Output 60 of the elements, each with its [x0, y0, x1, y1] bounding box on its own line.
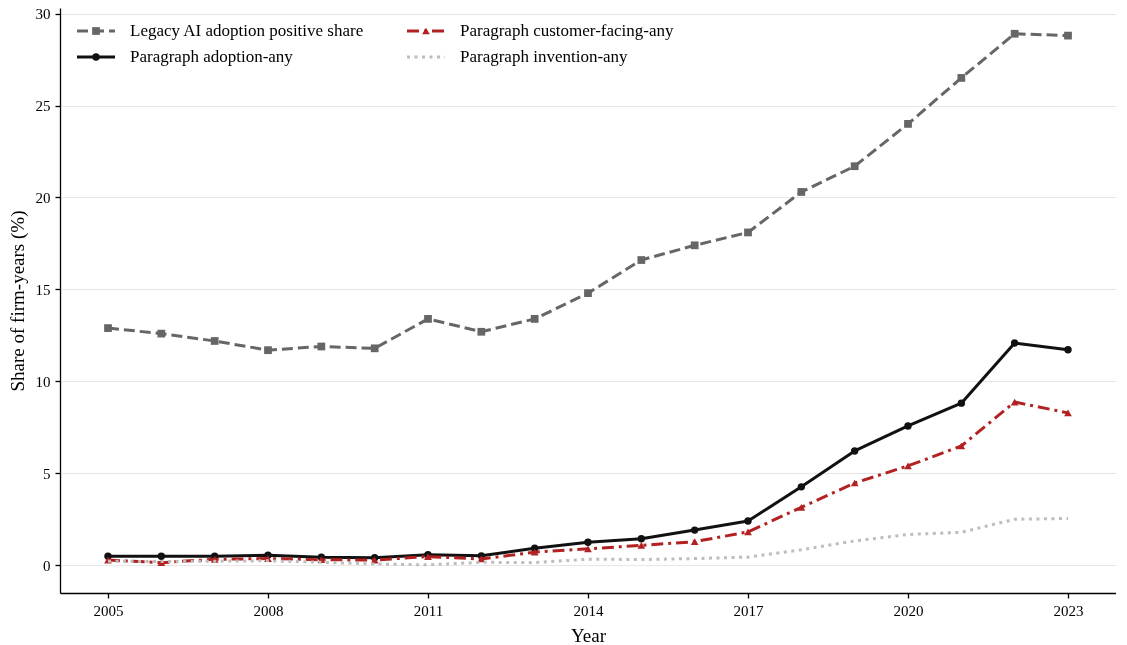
x-axis-title: Year [570, 624, 607, 645]
x-tick-label: 2005 [93, 602, 124, 619]
point [317, 342, 326, 351]
point [797, 188, 806, 196]
point [637, 535, 646, 543]
point [797, 483, 806, 491]
point [904, 422, 912, 430]
legend-label: Paragraph invention-any [460, 47, 629, 66]
point [1064, 346, 1072, 354]
y-tick-label: 0 [43, 557, 51, 574]
legend-label: Paragraph adoption-any [130, 47, 294, 66]
point [850, 162, 859, 171]
point [157, 329, 166, 338]
y-tick-label: 20 [35, 189, 51, 206]
point [210, 337, 219, 345]
point [157, 552, 166, 560]
point [904, 462, 912, 470]
y-tick-label: 15 [35, 281, 51, 298]
point [744, 228, 752, 237]
point [104, 324, 112, 332]
point [690, 538, 699, 546]
y-tick-label: 30 [35, 6, 51, 23]
legend-label: Legacy AI adoption positive share [130, 21, 364, 40]
point [584, 545, 592, 553]
point [530, 548, 539, 556]
point [104, 552, 112, 560]
point [957, 399, 966, 407]
point [424, 315, 432, 323]
point [1010, 29, 1019, 38]
point [1064, 409, 1072, 417]
point [637, 542, 646, 549]
y-axis-title: Share of firm-years (%) [6, 210, 29, 392]
point [584, 289, 592, 298]
point [477, 327, 486, 336]
point [957, 74, 966, 82]
x-tick-label: 2023 [1053, 602, 1084, 619]
y-tick-label: 25 [35, 98, 51, 114]
y-tick-label: 5 [43, 465, 51, 482]
point [904, 120, 912, 128]
point [1064, 31, 1072, 40]
line-series [106, 517, 1070, 567]
point [1010, 339, 1019, 347]
x-tick-label: 2020 [893, 602, 924, 619]
y-tick-label: 10 [35, 373, 51, 390]
point [370, 344, 379, 353]
point [850, 447, 859, 455]
legend-label: Paragraph customer-facing-any [460, 21, 674, 40]
point [530, 315, 539, 323]
point [584, 538, 592, 546]
point [797, 503, 806, 511]
point [690, 241, 699, 250]
point [744, 517, 752, 525]
point [264, 346, 272, 355]
x-tick-label: 2011 [413, 602, 444, 619]
point [744, 528, 752, 536]
x-tick-label: 2017 [733, 602, 764, 619]
point [690, 526, 699, 534]
x-tick-label: 2014 [573, 602, 604, 619]
point [637, 256, 646, 264]
x-tick-label: 2008 [253, 602, 284, 619]
